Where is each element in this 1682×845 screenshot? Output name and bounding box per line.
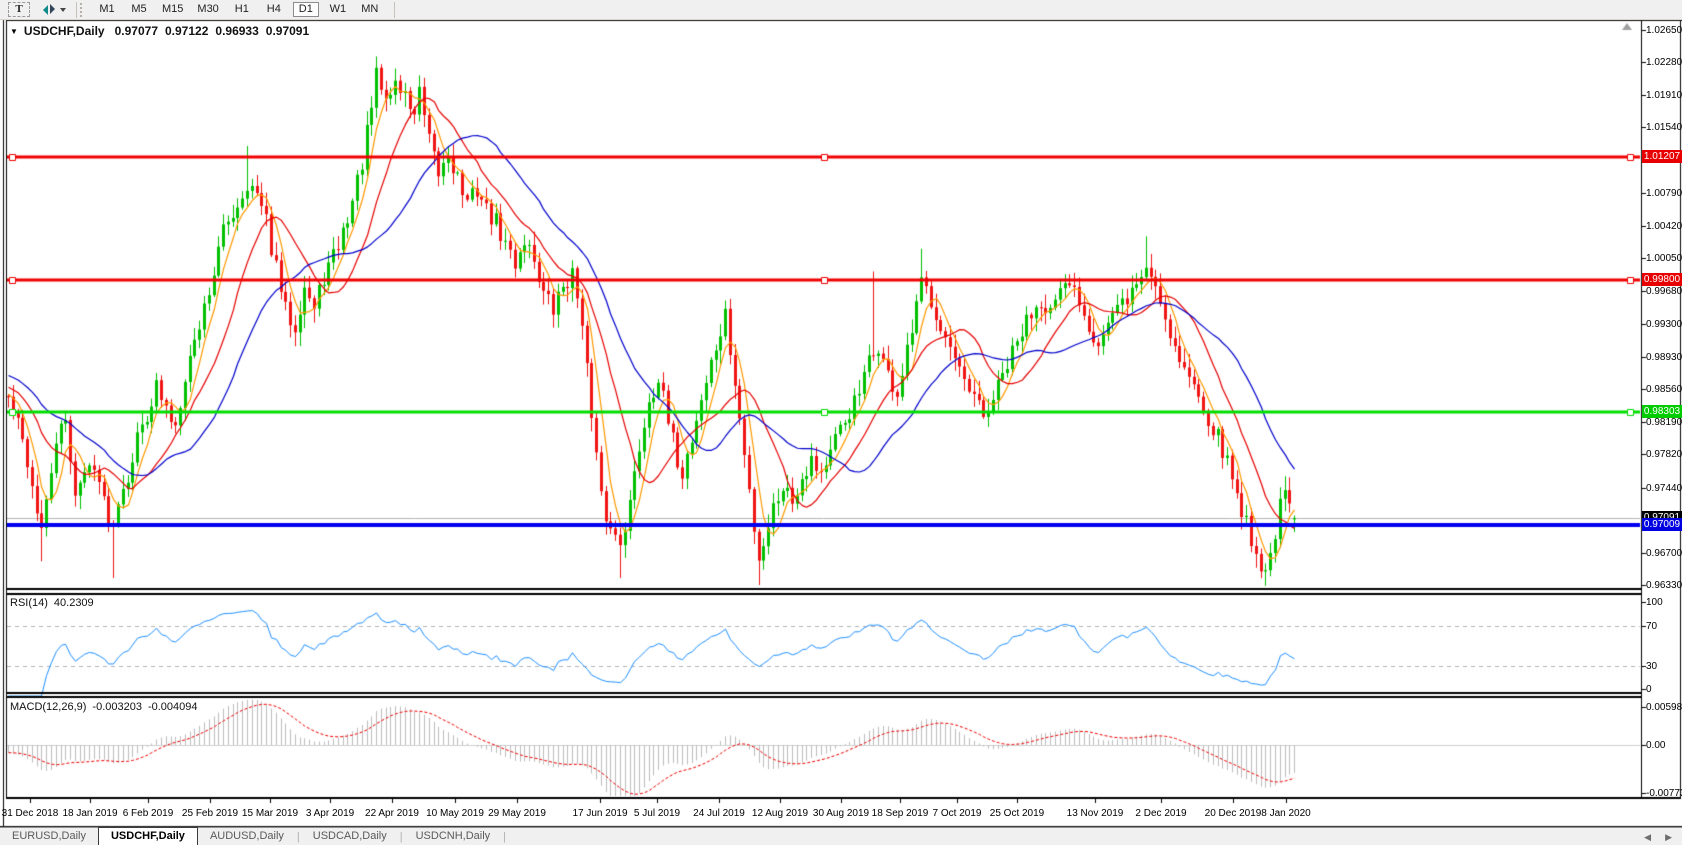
text-tool-button[interactable]: T [8,2,30,17]
timeframe-w1[interactable]: W1 [325,2,351,17]
toolbar-grip [80,2,85,17]
tab-separator: | [399,831,403,843]
timeframe-h4[interactable]: H4 [261,2,287,17]
indicator-tool-icon [43,4,55,15]
tab-usdcnh-daily[interactable]: USDCNH,Daily [415,830,491,842]
timeframe-m1[interactable]: M1 [94,2,120,17]
tab-separator: | [296,831,300,843]
indicator-tool-button[interactable] [40,2,58,17]
timeframe-group: M1 M5 M15 M30 H1 H4 D1 W1 MN [91,2,386,17]
tab-usdchf-daily[interactable]: USDCHF,Daily [97,827,198,845]
collapse-chart-icon[interactable]: ▼ [10,26,18,36]
text-tool-icon: T [15,3,23,15]
tab-scroll-left-icon[interactable]: ◀ [1644,832,1652,842]
tab-audusd-daily[interactable]: AUDUSD,Daily [209,830,284,842]
ohlc-open: 0.97077 [114,24,158,38]
toolbar-separator [393,1,395,18]
chart-tab-bar: EURUSD,Daily USDCHF,Daily AUDUSD,Daily | USD… [0,827,1682,845]
ohlc-close: 0.97091 [265,24,310,38]
tab-eurusd-daily[interactable]: EURUSD,Daily [12,830,86,842]
timeframe-m30[interactable]: M30 [193,2,222,17]
toolbar-separator [76,1,77,18]
timeframe-m15[interactable]: M15 [158,2,187,17]
ohlc-low: 0.96933 [215,24,259,38]
toolbar: T M1 M5 M15 M30 H1 H4 D1 W1 MN [0,0,1682,20]
ohlc-high: 0.97122 [165,24,209,38]
chart-symbol: USDCHF,Daily [23,24,105,38]
timeframe-d1[interactable]: D1 [292,2,319,17]
tab-usdcad-daily[interactable]: USDCAD,Daily [312,830,387,842]
chevron-down-icon[interactable] [58,2,68,17]
chart-title: ▼ USDCHF,Daily 0.97077 0.97122 0.96933 0… [10,24,316,38]
tab-separator: | [503,831,507,843]
timeframe-m5[interactable]: M5 [126,2,152,17]
timeframe-mn[interactable]: MN [357,2,383,17]
timeframe-h1[interactable]: H1 [229,2,255,17]
tab-scroll-right-icon[interactable]: ▶ [1665,832,1672,842]
